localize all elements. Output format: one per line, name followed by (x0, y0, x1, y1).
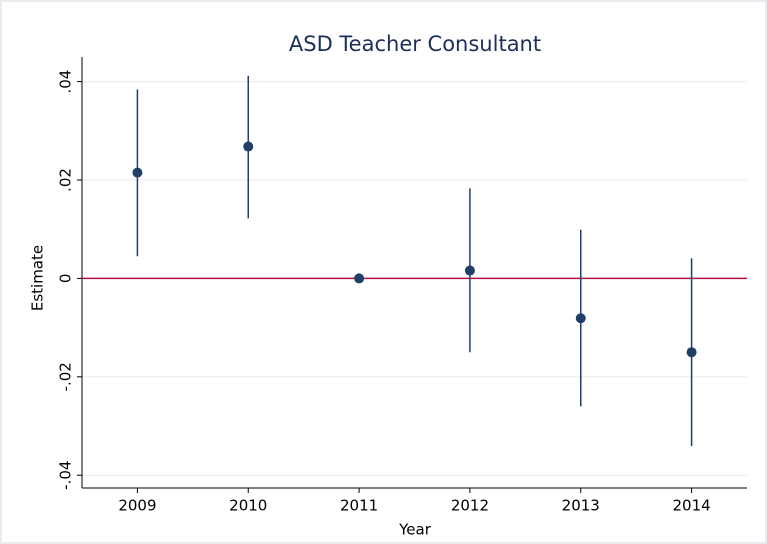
y-tick-label: 0 (57, 274, 75, 284)
point (575, 313, 586, 324)
y-tick-label: .02 (57, 168, 75, 192)
x-tick-label: 2014 (672, 497, 710, 515)
chart-title: ASD Teacher Consultant (289, 32, 541, 56)
x-tick-label: 2009 (118, 497, 156, 515)
point (132, 167, 143, 178)
y-axis-label: Estimate (29, 245, 47, 311)
y-tick-label: .04 (57, 70, 75, 94)
point (354, 273, 365, 284)
y-tick-label: -.02 (57, 362, 75, 391)
point (243, 141, 254, 152)
point (464, 265, 475, 276)
y-tick-label: -.04 (57, 461, 75, 490)
point (686, 347, 697, 358)
x-tick-label: 2010 (229, 497, 267, 515)
x-tick-label: 2013 (562, 497, 600, 515)
x-tick-label: 2012 (451, 497, 489, 515)
x-tick-label: 2011 (340, 497, 378, 515)
x-axis-label: Year (398, 521, 432, 539)
